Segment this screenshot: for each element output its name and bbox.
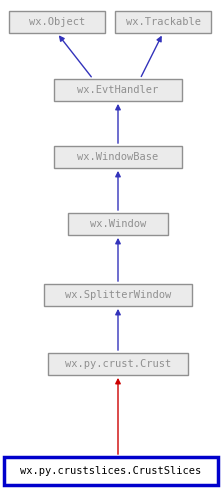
Text: wx.EvtHandler: wx.EvtHandler bbox=[77, 85, 159, 95]
Bar bbox=[54, 79, 182, 101]
Text: wx.Window: wx.Window bbox=[90, 219, 146, 229]
Bar bbox=[54, 146, 182, 168]
Text: wx.py.crustslices.CrustSlices: wx.py.crustslices.CrustSlices bbox=[20, 466, 202, 476]
Text: wx.Object: wx.Object bbox=[29, 17, 85, 27]
Bar bbox=[68, 213, 168, 235]
Bar bbox=[9, 11, 105, 33]
Bar bbox=[4, 457, 218, 485]
Text: wx.py.crust.Crust: wx.py.crust.Crust bbox=[65, 359, 171, 369]
Text: wx.SplitterWindow: wx.SplitterWindow bbox=[65, 290, 171, 300]
Bar bbox=[48, 353, 188, 375]
Bar bbox=[44, 284, 192, 306]
Bar bbox=[115, 11, 211, 33]
Text: wx.WindowBase: wx.WindowBase bbox=[77, 152, 159, 162]
Text: wx.Trackable: wx.Trackable bbox=[125, 17, 200, 27]
